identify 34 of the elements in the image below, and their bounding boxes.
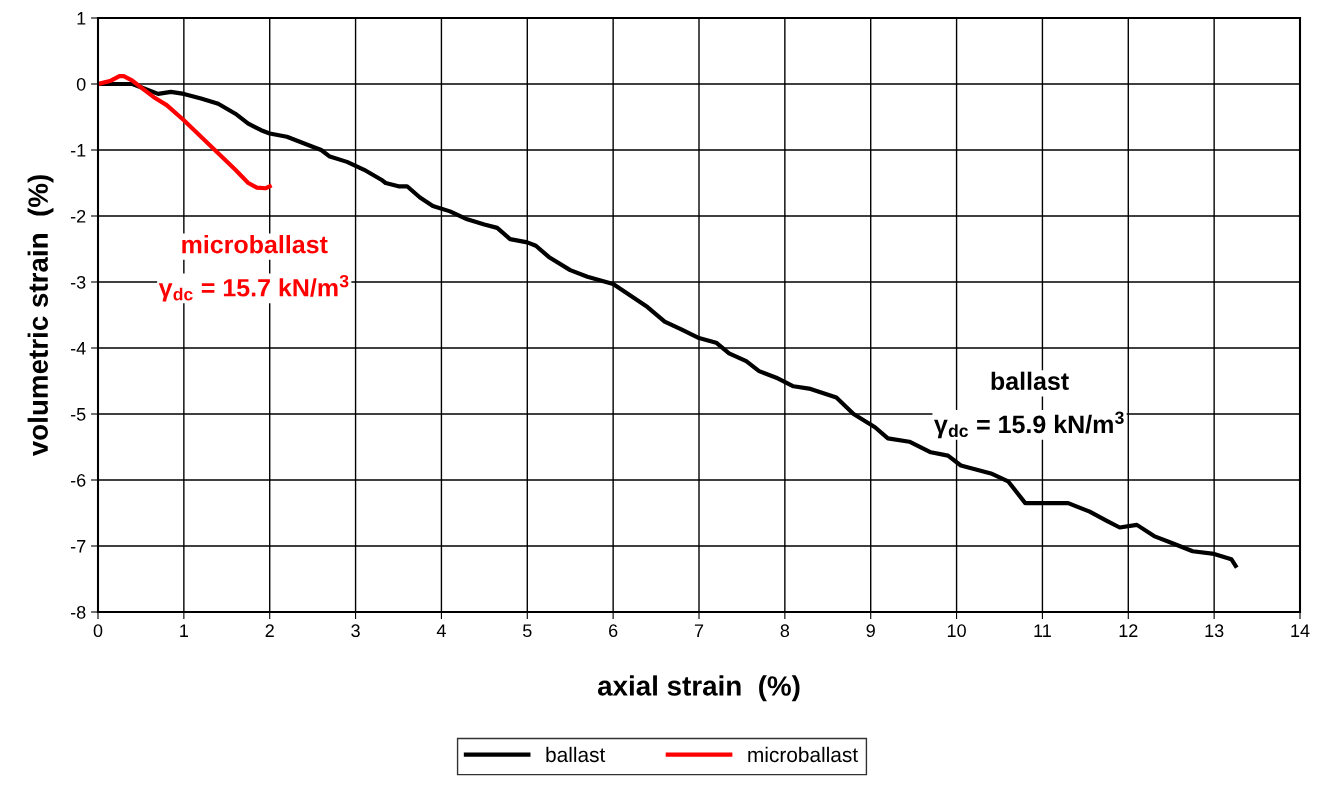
y-tick-label: -1 <box>70 144 86 157</box>
y-tick-label: -5 <box>70 408 86 421</box>
y-tick-label: -2 <box>70 209 86 223</box>
annotation: ballast <box>991 371 1069 391</box>
x-tick-label: 14 <box>1291 624 1310 637</box>
x-tick-label: 1 <box>180 624 188 637</box>
x-tick-label: 4 <box>436 624 446 637</box>
x-axis-title: axial strain (%) <box>597 675 800 702</box>
x-tick-label: 0 <box>93 624 103 638</box>
y-tick-label: -7 <box>70 540 86 553</box>
legend-label: ballast <box>546 746 606 763</box>
x-tick-label: 10 <box>947 624 966 638</box>
x-tick-label: 2 <box>265 624 274 637</box>
y-tick-label: -8 <box>70 605 86 619</box>
y-axis-title: volumetric strain (%) <box>27 175 54 457</box>
line-series <box>98 73 272 191</box>
legend-label: microballast <box>748 746 858 763</box>
y-tick-label: 1 <box>77 12 86 25</box>
x-tick-label: 7 <box>694 624 704 637</box>
y-tick-label: -3 <box>70 275 86 289</box>
x-tick-label: 11 <box>1034 624 1051 637</box>
y-tick-label: -4 <box>70 342 86 355</box>
x-tick-label: 3 <box>351 624 360 638</box>
annotation: γ$_{dc}$ = 15.9 kN/m$^{3}$ <box>934 411 1124 439</box>
y-tick-label: 0 <box>76 77 86 91</box>
x-tick-label: 5 <box>522 624 532 638</box>
x-tick-label: 8 <box>780 624 790 638</box>
y-tick-label: -6 <box>70 473 86 487</box>
annotation: γ$_{dc}$ = 15.7 kN/m$^{3}$ <box>158 274 349 302</box>
x-tick-label: 9 <box>866 624 875 638</box>
x-tick-label: 6 <box>609 624 618 638</box>
x-tick-label: 13 <box>1205 624 1224 638</box>
x-tick-label: 12 <box>1119 624 1138 637</box>
annotation: microballast <box>182 235 328 254</box>
